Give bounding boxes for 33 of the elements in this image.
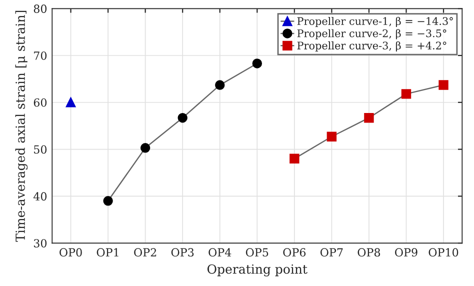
y-tick-label: 50 [34, 145, 47, 154]
point [326, 132, 337, 142]
point [364, 113, 374, 123]
point [438, 80, 448, 90]
x-tick-label: OP6 [283, 248, 306, 257]
legend-label: Propeller curve-1, β = −14.3° [297, 16, 453, 28]
y-axis-title: Time-averaged axial strain [μ strain] [15, 10, 28, 242]
x-tick-label: OP7 [320, 248, 343, 257]
x-axis-title: Operating point [207, 264, 308, 276]
point [103, 196, 113, 206]
x-tick-label: OP4 [208, 248, 232, 257]
y-tick-label: 40 [33, 192, 47, 201]
legend-label: Propeller curve-2, β = −3.5° [297, 29, 446, 40]
point [178, 113, 188, 123]
x-tick-label: OP2 [134, 248, 156, 257]
point [252, 58, 262, 68]
point [401, 89, 412, 99]
x-tick-label: OP5 [246, 248, 268, 257]
point [215, 80, 225, 90]
x-tick-label: OP1 [96, 248, 118, 257]
y-tick-label: 60 [34, 98, 47, 107]
x-tick-label: OP3 [171, 248, 194, 257]
point [66, 98, 76, 108]
y-tick-label: 30 [34, 239, 47, 248]
x-tick-label: OP9 [395, 248, 418, 257]
y-tick-label: 70 [34, 51, 47, 60]
point [140, 143, 150, 153]
point [290, 154, 300, 164]
legend-label: Propeller curve-3, β = +4.2° [297, 41, 446, 52]
y-tick-label: 80 [34, 4, 47, 13]
x-tick-label: OP8 [358, 248, 380, 257]
x-tick-label: OP0 [60, 248, 82, 257]
x-tick-label: OP10 [428, 248, 458, 257]
